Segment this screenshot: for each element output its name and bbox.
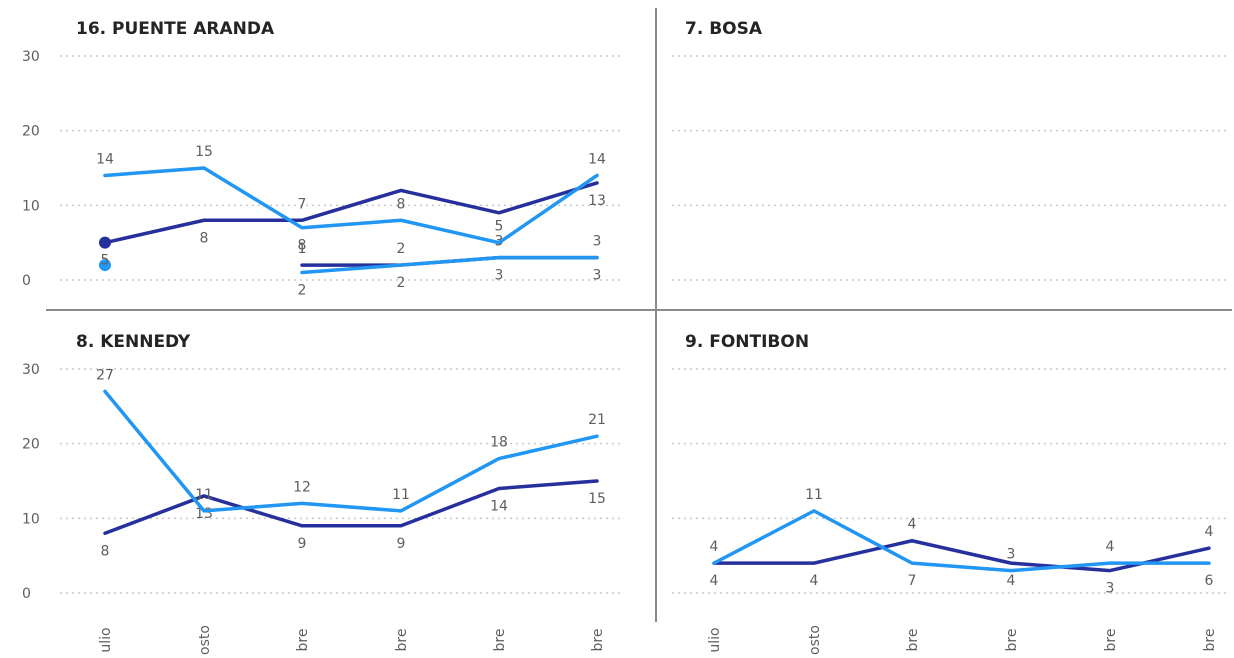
x-tick-label: osto: [197, 625, 213, 655]
data-label: 21: [588, 412, 606, 428]
data-label: 27: [96, 367, 114, 383]
series-line: [712, 509, 1211, 573]
data-label: 12: [293, 479, 311, 495]
data-label: 14: [96, 151, 114, 167]
data-label: 11: [805, 487, 823, 503]
x-tick-label: ulio: [707, 627, 723, 652]
data-label: 14: [490, 498, 508, 514]
data-label: 2: [397, 275, 406, 291]
series-line: [300, 255, 599, 275]
data-label: 8: [397, 196, 406, 212]
data-label: 1: [298, 241, 307, 257]
y-tick-label: 20: [22, 124, 40, 140]
panel-title: 7. BOSA: [685, 19, 763, 39]
data-label: 8: [200, 230, 209, 246]
x-tick-label: bre: [590, 629, 606, 652]
data-label: 4: [810, 573, 819, 589]
data-label: 9: [397, 536, 406, 552]
y-tick-label: 30: [22, 49, 40, 65]
data-label: 14: [588, 151, 606, 167]
chart-panel: 9. FONTIBON 4 4 4 4 3 4 4 11 7 3 4 6 ulio osto bre bre br…: [672, 332, 1230, 655]
data-label: 3: [593, 268, 602, 284]
data-label: 11: [195, 487, 213, 503]
data-label: 4: [1106, 539, 1115, 555]
y-tick-label: 0: [22, 586, 31, 602]
y-tick-label: 10: [22, 511, 40, 527]
x-tick-label: bre: [394, 629, 410, 652]
data-label: 11: [392, 487, 410, 503]
data-label: 3: [495, 268, 504, 284]
panel-title: 9. FONTIBON: [685, 332, 809, 352]
data-label: 4: [908, 517, 917, 533]
x-tick-label: bre: [1202, 629, 1218, 652]
data-label: 8: [298, 238, 307, 254]
series-line: [103, 181, 599, 245]
y-tick-label: 0: [22, 273, 31, 289]
series-line: [103, 479, 599, 536]
data-label: 8: [101, 543, 110, 559]
data-label: 6: [1205, 573, 1214, 589]
x-tick-label: bre: [295, 629, 311, 652]
data-label: 3: [1007, 547, 1016, 563]
x-tick-label: bre: [905, 629, 921, 652]
data-label: 7: [298, 196, 307, 212]
data-label: 5: [101, 253, 110, 269]
data-label: 4: [1205, 524, 1214, 540]
data-label: 4: [710, 539, 719, 555]
data-label: 13: [588, 193, 606, 209]
data-label: 2: [397, 241, 406, 257]
y-tick-label: 10: [22, 198, 40, 214]
data-label: 4: [710, 573, 719, 589]
x-tick-label: bre: [1004, 629, 1020, 652]
data-label: 18: [490, 435, 508, 451]
data-label: 15: [588, 491, 606, 507]
data-label: 9: [298, 536, 307, 552]
data-label: 2: [298, 283, 307, 299]
series-point: [99, 259, 111, 272]
panel-title: 8. KENNEDY: [76, 332, 191, 352]
x-tick-label: bre: [492, 629, 508, 652]
series-line: [103, 166, 599, 245]
data-label: 4: [1007, 573, 1016, 589]
data-label: 7: [908, 573, 917, 589]
x-tick-label: osto: [807, 625, 823, 655]
y-tick-label: 20: [22, 437, 40, 453]
data-label: 5: [495, 219, 504, 235]
panel-title: 16. PUENTE ARANDA: [76, 19, 275, 39]
data-label: 3: [1106, 581, 1115, 597]
series-line: [712, 538, 1211, 573]
y-tick-label: 30: [22, 362, 40, 378]
series-line: [103, 389, 599, 513]
x-tick-label: ulio: [98, 627, 114, 652]
data-label: 3: [593, 234, 602, 250]
x-tick-label: bre: [1103, 629, 1119, 652]
data-label: 15: [195, 144, 213, 160]
